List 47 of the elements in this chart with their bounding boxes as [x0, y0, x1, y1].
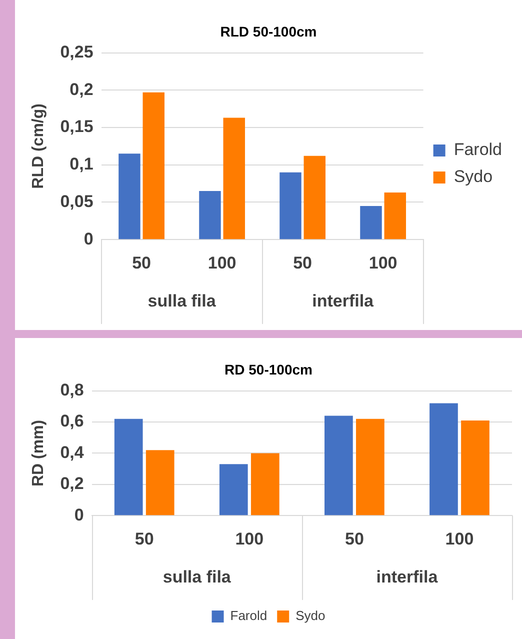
bar — [461, 420, 490, 516]
text: interfila — [312, 292, 374, 311]
text: interfila — [376, 568, 438, 587]
y-tick-label: 0 — [84, 229, 94, 248]
y-tick-label: 0,8 — [60, 380, 84, 400]
bar — [219, 464, 248, 516]
x-tick-label: 50 — [132, 253, 151, 272]
bar — [356, 418, 384, 516]
bar — [223, 118, 245, 240]
y-tick-label: 0,2 — [70, 80, 94, 99]
legend-label: Sydo — [296, 608, 326, 624]
y-tick-label: 0,1 — [70, 154, 94, 174]
text: sulla fila — [162, 568, 232, 587]
legend-label: Farold — [230, 608, 268, 624]
y-tick-label: 0,25 — [60, 42, 94, 62]
y-tick-label: 0 — [74, 505, 84, 524]
bar — [304, 156, 326, 240]
y-axis-title: RD (mm) — [30, 420, 48, 487]
chart-title: RLD 50-100cm — [220, 23, 317, 40]
bar — [324, 416, 353, 516]
y-tick-label: 0,4 — [60, 442, 84, 462]
bar — [280, 172, 302, 240]
x-tick-label: 100 — [208, 253, 236, 272]
chart-title: RD 50-100cm — [224, 361, 312, 378]
x-tick-label: 50 — [344, 529, 364, 548]
y-tick-label: 0,05 — [60, 192, 94, 211]
bar — [199, 191, 221, 240]
x-tick-label: 100 — [445, 529, 474, 548]
bar — [146, 450, 174, 516]
x-tick-label: 50 — [293, 253, 312, 272]
x-tick-label: 100 — [368, 253, 398, 272]
legend-label: Sydo — [454, 167, 493, 186]
y-tick-label: 0,2 — [60, 474, 84, 494]
x-tick-label: 50 — [134, 529, 154, 548]
bar — [360, 206, 382, 240]
text: sulla fila — [148, 292, 216, 311]
bar — [142, 92, 164, 240]
x-tick-label: 100 — [235, 529, 264, 548]
y-tick-label: 0,15 — [60, 117, 94, 136]
y-axis-title: RLD (cm/g) — [30, 104, 48, 189]
bar — [384, 192, 406, 240]
bar — [250, 453, 280, 516]
bar — [430, 403, 458, 516]
bar — [114, 418, 143, 516]
bar — [118, 154, 140, 240]
y-tick-label: 0,6 — [60, 412, 84, 431]
legend-label: Farold — [454, 140, 502, 160]
